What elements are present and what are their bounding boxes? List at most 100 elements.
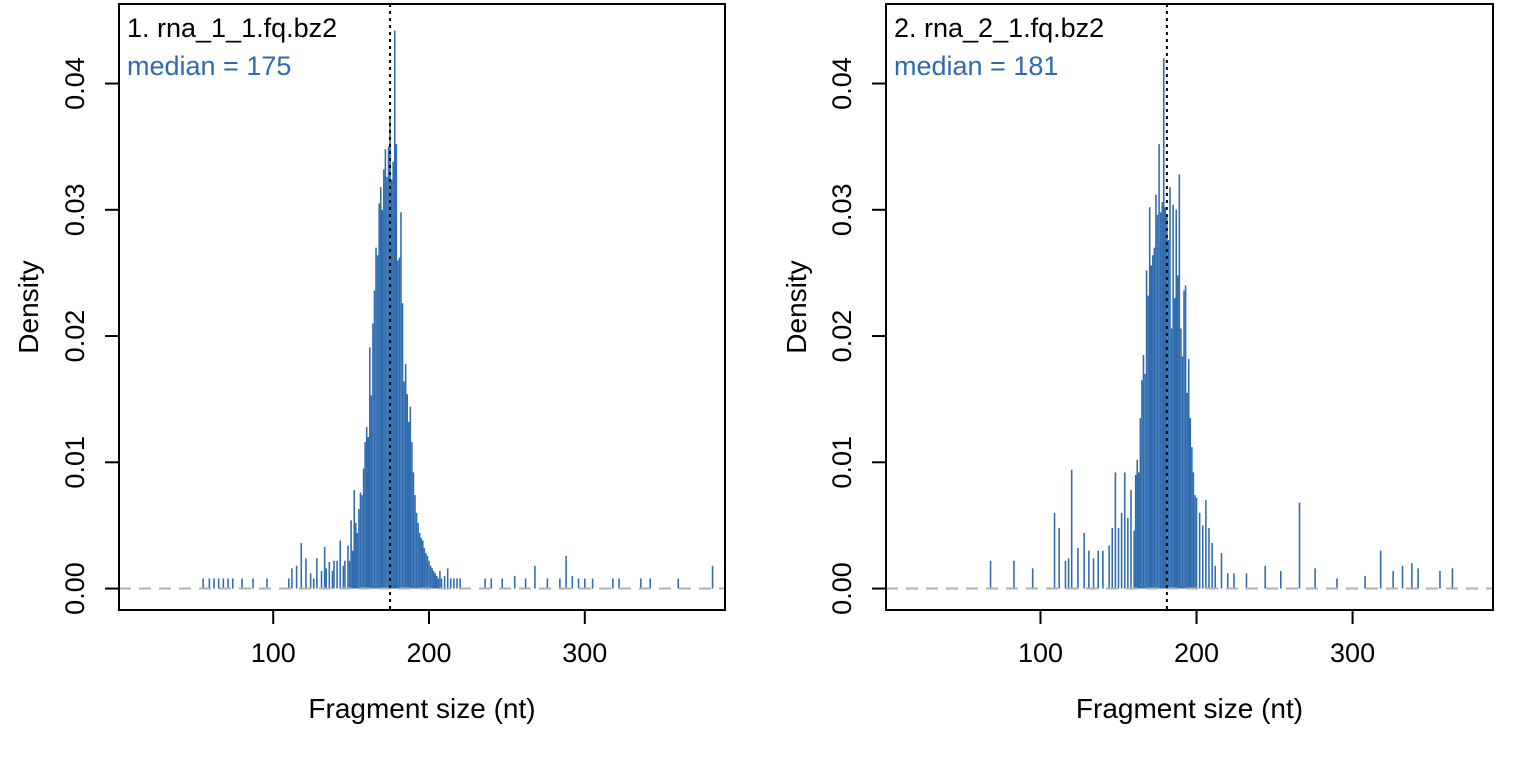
histogram-bar: [1233, 573, 1235, 589]
histogram-bar: [524, 578, 527, 589]
histogram-bar: [1167, 240, 1170, 589]
histogram-bar: [393, 30, 396, 589]
histogram-bar: [1245, 573, 1248, 589]
histogram-bar: [1117, 527, 1120, 589]
histogram-bar: [376, 255, 379, 589]
histogram-bar: [426, 555, 429, 589]
histogram-bar: [323, 546, 326, 589]
histogram-bar: [411, 442, 413, 589]
histogram-bar: [649, 578, 651, 589]
histogram-bar: [711, 565, 714, 589]
histogram-bar: [383, 169, 385, 589]
histogram-bar: [342, 565, 345, 589]
histogram-bar: [222, 578, 225, 589]
histogram-bar: [387, 146, 390, 589]
histogram-bar: [1152, 255, 1154, 589]
histogram-bar: [362, 468, 365, 589]
histogram-bar: [1142, 354, 1145, 589]
histogram-bar: [459, 578, 461, 589]
histogram-bar: [440, 578, 443, 589]
histogram-bar: [213, 578, 215, 589]
histogram-bar: [291, 568, 293, 589]
histogram-bar: [1070, 469, 1073, 589]
histogram-bar: [389, 118, 391, 589]
y-tick-label: 0.02: [827, 310, 857, 363]
histogram-bar: [398, 257, 401, 589]
x-tick-label: 200: [406, 638, 451, 668]
histogram-bar: [446, 568, 449, 589]
histogram-bar: [1186, 392, 1188, 589]
histogram-bar: [1177, 275, 1179, 589]
histogram-bar: [1158, 144, 1160, 589]
y-tick-label: 0.00: [60, 562, 90, 615]
x-tick-label: 300: [562, 638, 607, 668]
histogram-bar: [375, 247, 377, 589]
histogram-bar: [1088, 550, 1090, 589]
histogram-bar: [384, 149, 387, 589]
histogram-bar: [1083, 532, 1085, 589]
histogram-bar: [1411, 563, 1413, 589]
histogram-bar: [407, 421, 410, 589]
histogram-bar: [1314, 568, 1316, 589]
median-annotation: median = 181: [894, 51, 1058, 81]
histogram-bar: [453, 578, 455, 589]
histogram-bar: [1077, 548, 1079, 589]
histogram-bar: [1183, 290, 1185, 589]
histogram-bar: [1195, 497, 1198, 589]
histogram-bar: [397, 260, 399, 589]
histogram-bar: [1181, 356, 1184, 589]
histogram-bar: [395, 144, 398, 589]
histogram-bar: [252, 578, 254, 589]
histogram-bar: [425, 553, 427, 589]
histogram-bar: [1175, 209, 1178, 589]
histogram-bar: [546, 578, 549, 589]
x-tick-label: 300: [1330, 638, 1375, 668]
histogram-bar: [312, 578, 315, 589]
histogram-bar: [456, 578, 458, 589]
histogram-bar: [1180, 328, 1182, 589]
histogram-bar: [1161, 202, 1163, 589]
histogram-bar: [1189, 418, 1192, 589]
histogram-bar: [381, 209, 384, 589]
histogram-bar: [417, 522, 419, 589]
histogram-bar: [1148, 207, 1151, 589]
histogram-bar: [1211, 543, 1213, 589]
histogram-bar: [428, 560, 430, 589]
histogram-bar: [1208, 527, 1210, 589]
x-tick-label: 100: [1018, 638, 1063, 668]
y-tick-label: 0.01: [827, 436, 857, 489]
histogram-bar: [370, 395, 373, 589]
histogram-bar: [415, 512, 418, 589]
histogram-bar: [266, 578, 268, 589]
histogram-bar: [1172, 204, 1174, 589]
histogram-bar: [439, 570, 441, 589]
histogram-bar: [348, 560, 351, 589]
histogram-bar: [1173, 298, 1176, 589]
x-tick-label: 100: [251, 638, 296, 668]
histogram-bar: [1280, 570, 1282, 589]
histogram-bar: [1150, 265, 1153, 589]
histogram-bar: [1145, 270, 1148, 589]
histogram-panel-2: 100 200 300 0.00 0.01 0.02 0.03 0.04 Fragment si…: [781, 3, 1494, 724]
histogram-bar: [295, 565, 298, 589]
histogram-bar: [1201, 525, 1204, 589]
histogram-bar: [1141, 380, 1143, 589]
histogram-bar: [1184, 285, 1187, 589]
histogram-bar: [513, 575, 516, 589]
histogram-bar: [367, 437, 370, 589]
histogram-bar: [231, 578, 234, 589]
histogram-bar: [1097, 550, 1099, 589]
histogram-bar: [1451, 568, 1454, 589]
histogram-bar: [1133, 530, 1135, 589]
histogram-bar: [1191, 447, 1193, 589]
histogram-bar: [356, 532, 359, 589]
y-axis-title: Density: [13, 260, 44, 353]
histogram-bar: [577, 578, 580, 589]
histogram-bar: [351, 550, 354, 589]
histogram-bar: [1298, 502, 1301, 589]
y-tick-label: 0.00: [827, 562, 857, 615]
histogram-bar: [1164, 207, 1167, 589]
histogram-bar: [1108, 545, 1110, 589]
histogram-bar: [1031, 568, 1034, 589]
